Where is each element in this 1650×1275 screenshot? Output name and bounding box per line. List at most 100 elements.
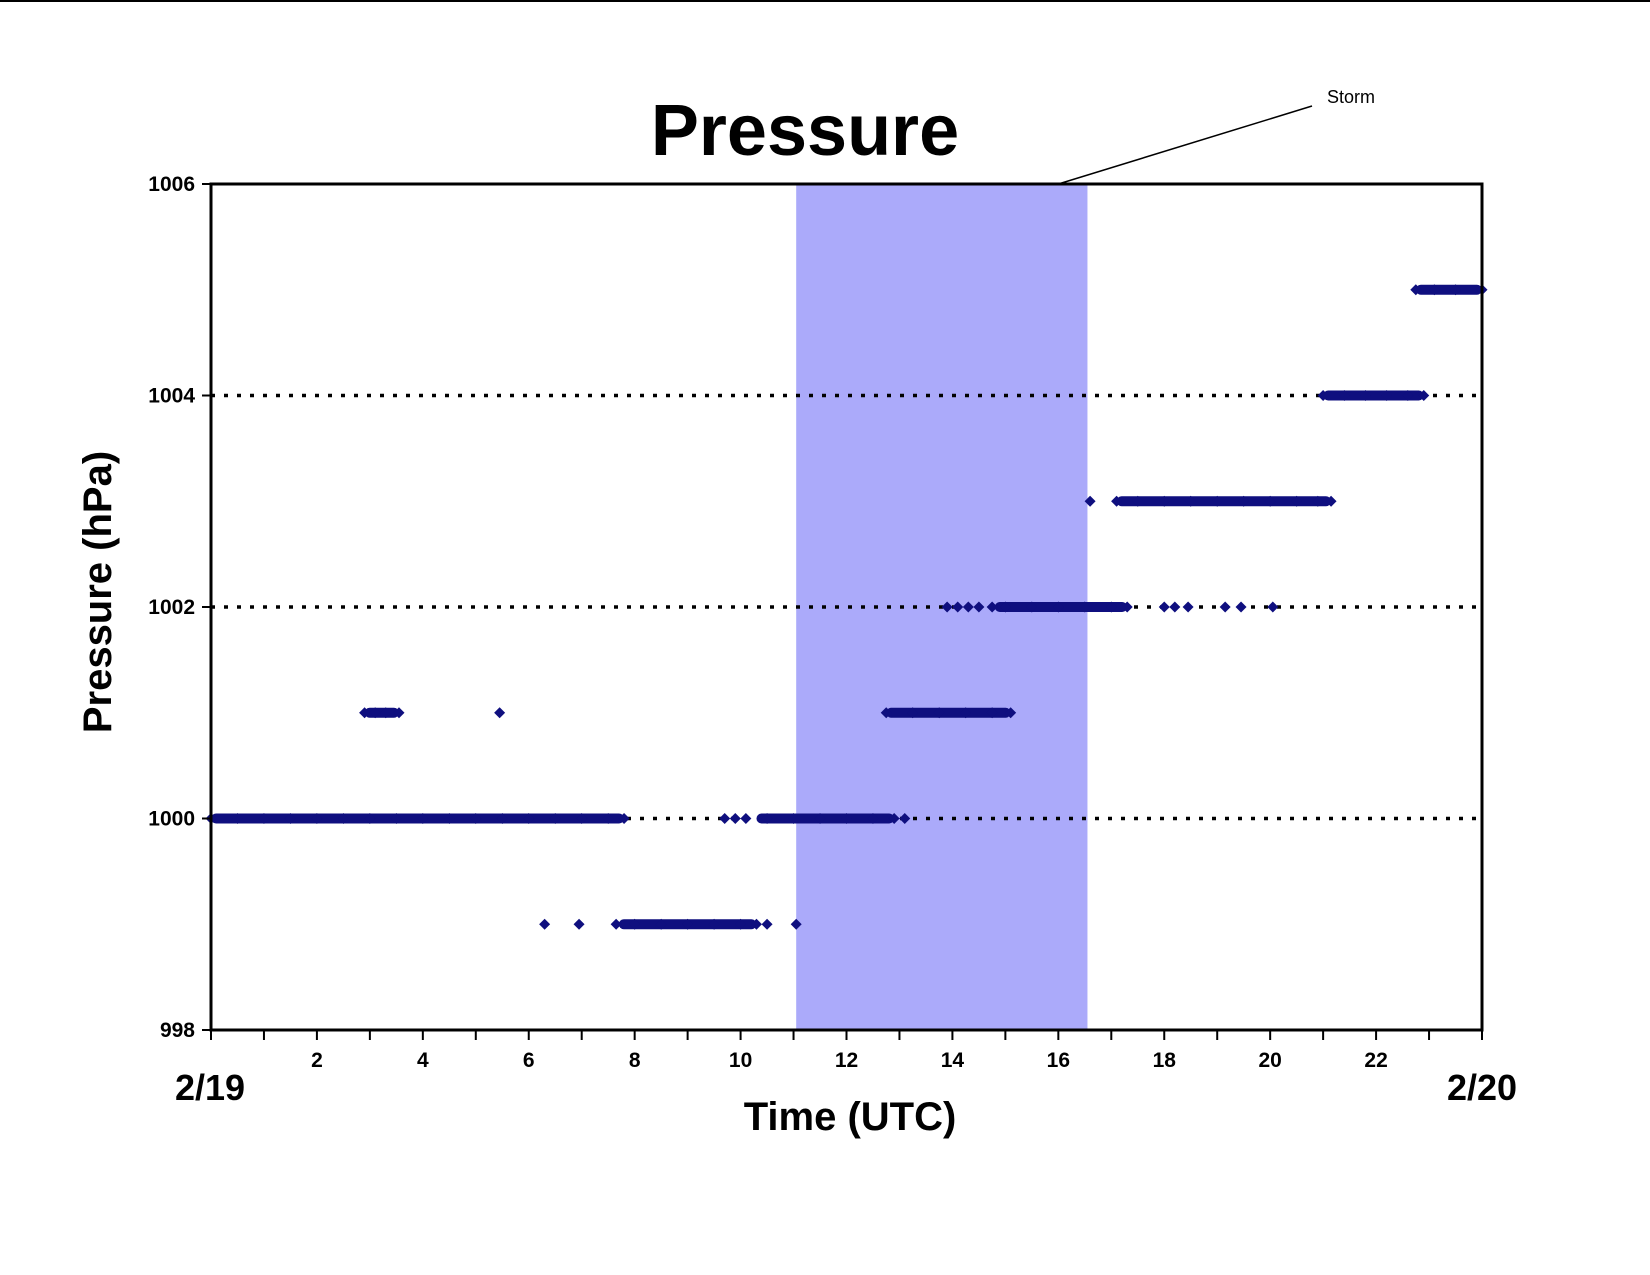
data-point	[629, 918, 641, 930]
y-tick-label: 1006	[148, 173, 195, 196]
y-axis-ticks: 998 1000 1002 1004 1006	[148, 173, 211, 1042]
x-tick-label: 8	[629, 1049, 641, 1072]
data-point	[380, 707, 392, 719]
chart-title: Pressure	[651, 91, 959, 171]
x-tick-label: 10	[729, 1049, 752, 1072]
data-point	[986, 707, 998, 719]
dense-marker-run	[1116, 496, 1332, 507]
data-point	[986, 601, 998, 613]
data-point	[1402, 390, 1414, 401]
data-point	[814, 813, 826, 824]
data-point	[1418, 390, 1430, 401]
data-point	[1338, 390, 1350, 401]
data-point	[1185, 495, 1197, 507]
data-point	[888, 813, 900, 824]
x-tick-label: 16	[1047, 1049, 1070, 1072]
data-point	[1410, 284, 1422, 296]
data-point	[999, 601, 1011, 613]
data-point	[761, 813, 773, 824]
data-point	[708, 918, 720, 930]
data-point	[523, 813, 535, 824]
data-point	[1381, 390, 1393, 401]
dense-marker-run	[886, 707, 1011, 718]
data-point	[1312, 495, 1324, 507]
data-point	[735, 918, 747, 930]
data-point	[1182, 601, 1194, 613]
data-point	[364, 813, 376, 824]
data-point	[443, 813, 455, 824]
data-point	[1158, 495, 1170, 507]
y-axis-title: Pressure (hPa)	[76, 451, 120, 733]
storm-annotation-label: Storm	[1327, 87, 1375, 107]
data-point	[1428, 284, 1440, 296]
data-point	[1084, 495, 1096, 507]
x-tick-label: 18	[1153, 1049, 1177, 1072]
y-tick-label: 1000	[148, 808, 195, 831]
storm-annotation-leader	[1058, 105, 1313, 185]
data-point	[393, 707, 405, 719]
data-point	[1264, 495, 1276, 507]
data-point	[1450, 284, 1462, 296]
data-point	[1005, 707, 1017, 719]
data-point	[1121, 601, 1133, 613]
data-point	[1158, 601, 1170, 613]
data-point	[231, 813, 243, 824]
data-point	[952, 601, 964, 613]
data-point	[907, 707, 919, 719]
data-point	[602, 813, 614, 824]
x-tick-label: 4	[417, 1049, 429, 1072]
x-tick-label: 14	[941, 1049, 965, 1072]
data-point	[880, 707, 892, 719]
data-point	[417, 813, 429, 824]
data-point	[750, 918, 762, 930]
data-point	[729, 813, 741, 824]
data-point	[1105, 601, 1117, 613]
x-axis-title: Time (UTC)	[744, 1095, 957, 1139]
x-tick-label: 2	[311, 1049, 323, 1072]
x-axis-ticks: 2 4 6 8 10 12 14 16 18 20 22	[210, 1030, 1483, 1072]
data-point	[610, 918, 622, 930]
y-tick-label: 1002	[148, 596, 195, 619]
data-point	[962, 601, 974, 613]
x-tick-label: 12	[835, 1049, 858, 1072]
data-point	[973, 601, 985, 613]
data-point	[1267, 601, 1279, 613]
data-point	[539, 918, 551, 930]
data-point	[1132, 495, 1144, 507]
data-point	[1169, 601, 1181, 613]
data-point	[841, 813, 852, 824]
dense-marker-run	[1323, 390, 1424, 401]
data-point	[1026, 601, 1038, 613]
data-point	[549, 813, 561, 824]
data-point	[1235, 601, 1247, 613]
data-point	[790, 918, 802, 930]
data-point	[1238, 495, 1250, 507]
data-point	[284, 813, 296, 824]
start-date-label: 2/19	[175, 1067, 245, 1108]
data-point	[719, 813, 731, 824]
data-point	[258, 813, 270, 824]
data-point	[1052, 601, 1064, 613]
data-point	[1317, 390, 1329, 401]
x-tick-label: 6	[523, 1049, 535, 1072]
data-point	[1079, 601, 1091, 613]
data-point	[867, 813, 879, 824]
data-point	[655, 918, 667, 930]
data-point	[337, 813, 349, 824]
data-point	[740, 813, 752, 824]
data-point	[1219, 601, 1231, 613]
data-point	[933, 707, 945, 719]
data-point	[494, 707, 506, 719]
x-tick-label: 20	[1258, 1049, 1281, 1072]
data-point	[369, 707, 381, 719]
data-point	[618, 813, 630, 824]
data-point	[960, 707, 972, 719]
data-point	[899, 813, 911, 824]
y-tick-label: 1004	[148, 385, 195, 408]
data-point	[311, 813, 323, 824]
data-point	[359, 707, 371, 719]
dense-marker-run	[1415, 284, 1482, 295]
x-tick-label: 22	[1364, 1049, 1387, 1072]
data-point	[390, 813, 402, 824]
